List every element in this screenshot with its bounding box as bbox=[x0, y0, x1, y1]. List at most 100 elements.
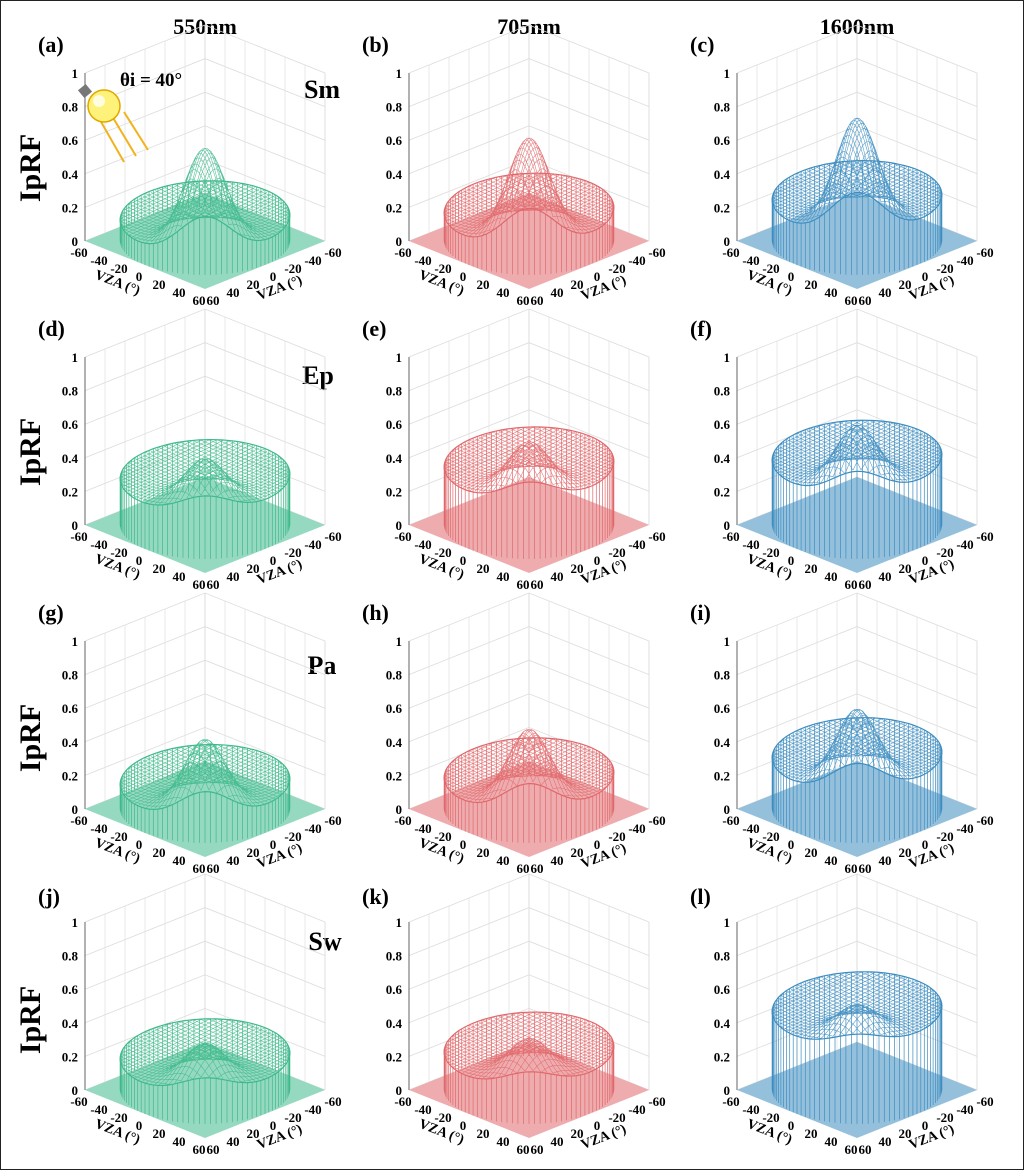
panel-label: (l) bbox=[690, 884, 711, 909]
panel-b: 00.20.40.60.81-60-40-200204060-60-40-200… bbox=[362, 24, 666, 308]
y-tick-label: -20 bbox=[608, 545, 625, 560]
y-tick-label: 40 bbox=[551, 853, 564, 868]
y-tick-label: 20 bbox=[247, 845, 260, 860]
surface-rim bbox=[443, 172, 615, 238]
y-tick-label: 60 bbox=[207, 577, 220, 592]
z-tick-label: 0.6 bbox=[62, 417, 79, 432]
y-tick-label: 0 bbox=[922, 1118, 929, 1133]
y-tick-label: 60 bbox=[531, 1142, 544, 1157]
x-tick-label: -20 bbox=[762, 829, 779, 844]
z-tick-label: 0.4 bbox=[386, 1016, 403, 1031]
panel-label: (d) bbox=[38, 316, 65, 341]
y-tick-label: 40 bbox=[227, 285, 240, 300]
y-axis-label: VZA (°) bbox=[255, 841, 305, 872]
y-tick-label: 0 bbox=[594, 837, 601, 852]
y-axis-label: VZA (°) bbox=[907, 1122, 957, 1153]
x-tick-label: 40 bbox=[825, 853, 838, 868]
z-tick-label: 0 bbox=[72, 518, 79, 533]
surface-mesh bbox=[444, 729, 614, 802]
x-tick-label: 20 bbox=[477, 561, 490, 576]
panel-f: 00.20.40.60.81-60-40-200204060-60-40-200… bbox=[690, 308, 994, 592]
y-tick-label: 40 bbox=[227, 853, 240, 868]
row-label-sm: Sm bbox=[304, 75, 340, 104]
z-tick-label: 1 bbox=[72, 634, 79, 649]
x-tick-label: -60 bbox=[70, 529, 87, 544]
x-tick-label: 60 bbox=[193, 1142, 206, 1157]
x-tick-label: 40 bbox=[173, 569, 186, 584]
z-tick-label: 0.8 bbox=[714, 668, 731, 683]
x-tick-label: 40 bbox=[173, 285, 186, 300]
y-tick-label: 20 bbox=[899, 277, 912, 292]
y-tick-label: 20 bbox=[899, 561, 912, 576]
y-tick-label: -60 bbox=[324, 813, 341, 828]
y-tick-label: 40 bbox=[227, 1134, 240, 1149]
y-tick-label: -60 bbox=[976, 813, 993, 828]
x-tick-label: -40 bbox=[414, 253, 431, 268]
z-tick-label: 0 bbox=[72, 802, 79, 817]
x-tick-label: 0 bbox=[136, 269, 143, 284]
x-tick-label: 0 bbox=[460, 553, 467, 568]
z-tick-label: 1 bbox=[396, 350, 403, 365]
y-tick-label: -20 bbox=[608, 829, 625, 844]
x-tick-label: 0 bbox=[136, 1118, 143, 1133]
incidence-angle-label: θi = 40° bbox=[120, 70, 182, 91]
x-tick-label: -60 bbox=[394, 245, 411, 260]
y-tick-label: 0 bbox=[922, 837, 929, 852]
y-tick-label: 0 bbox=[270, 1118, 277, 1133]
z-tick-label: 0.8 bbox=[386, 384, 403, 399]
x-tick-label: -20 bbox=[434, 1110, 451, 1125]
z-axis-label-row-1: IpRF bbox=[14, 134, 47, 202]
x-tick-label: 40 bbox=[497, 853, 510, 868]
z-tick-label: 0 bbox=[396, 1083, 403, 1098]
panel-label: (c) bbox=[690, 32, 714, 57]
panel-label: (j) bbox=[38, 884, 60, 909]
surface-mesh bbox=[120, 439, 290, 505]
panel-j: 00.20.40.60.81-60-40-200204060-60-40-200… bbox=[38, 873, 342, 1157]
x-tick-label: 20 bbox=[153, 277, 166, 292]
y-tick-label: -40 bbox=[304, 537, 321, 552]
y-tick-label: 0 bbox=[594, 269, 601, 284]
z-tick-label: 0.2 bbox=[62, 1049, 78, 1064]
x-tick-label: -40 bbox=[742, 253, 759, 268]
y-tick-label: -40 bbox=[956, 537, 973, 552]
y-tick-label: 20 bbox=[571, 561, 584, 576]
x-tick-label: 20 bbox=[805, 277, 818, 292]
x-tick-label: 60 bbox=[517, 293, 530, 308]
surface-rim bbox=[119, 180, 291, 245]
surface-mesh bbox=[120, 739, 290, 809]
x-tick-label: -20 bbox=[110, 261, 127, 276]
z-tick-label: 0.2 bbox=[386, 200, 402, 215]
x-tick-label: -20 bbox=[434, 829, 451, 844]
x-tick-label: 60 bbox=[193, 861, 206, 876]
x-tick-label: 0 bbox=[788, 269, 795, 284]
x-tick-label: -60 bbox=[70, 1094, 87, 1109]
y-tick-label: 60 bbox=[207, 293, 220, 308]
x-tick-label: -60 bbox=[70, 813, 87, 828]
y-tick-label: 0 bbox=[270, 553, 277, 568]
y-axis-label: VZA (°) bbox=[255, 557, 305, 588]
x-tick-label: -40 bbox=[414, 537, 431, 552]
y-tick-label: 40 bbox=[551, 1134, 564, 1149]
y-tick-label: 20 bbox=[571, 845, 584, 860]
x-tick-label: -20 bbox=[762, 261, 779, 276]
x-tick-label: 60 bbox=[845, 1142, 858, 1157]
x-tick-label: -60 bbox=[394, 1094, 411, 1109]
x-tick-label: -20 bbox=[434, 545, 451, 560]
z-tick-label: 0.2 bbox=[386, 768, 402, 783]
z-tick-label: 0 bbox=[724, 802, 731, 817]
y-tick-label: -60 bbox=[648, 529, 665, 544]
y-tick-label: -60 bbox=[648, 1094, 665, 1109]
y-axis-label: VZA (°) bbox=[255, 1122, 305, 1153]
y-tick-label: -40 bbox=[956, 1102, 973, 1117]
surface-skirt bbox=[771, 420, 943, 559]
y-tick-label: 60 bbox=[859, 861, 872, 876]
x-tick-label: 0 bbox=[136, 553, 143, 568]
panel-label: (b) bbox=[362, 32, 389, 57]
y-tick-label: 0 bbox=[922, 553, 929, 568]
x-tick-label: 60 bbox=[517, 1142, 530, 1157]
z-tick-label: 0.6 bbox=[386, 701, 403, 716]
x-tick-label: 60 bbox=[845, 293, 858, 308]
surface-rim bbox=[443, 737, 615, 804]
